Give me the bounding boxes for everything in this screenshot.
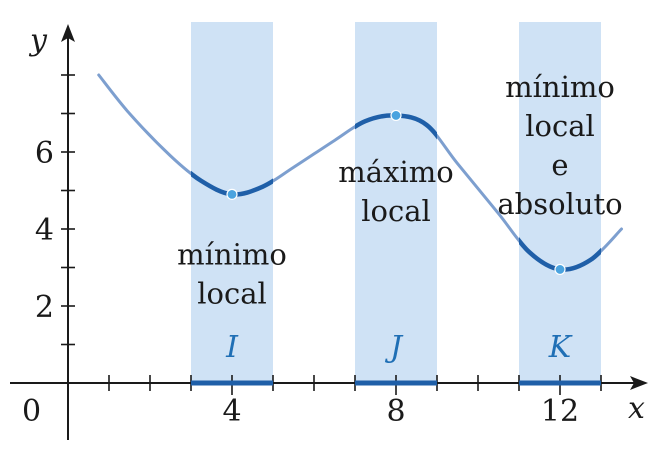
- interval-label-K: K: [548, 330, 573, 365]
- y-tick-label-2: 2: [35, 290, 54, 325]
- function-curve: [97, 73, 623, 272]
- y-tick-label-4: 4: [35, 213, 54, 248]
- interval-band-J: [355, 22, 437, 383]
- y-axis-arrow: [61, 24, 75, 42]
- interval-band-I: [191, 22, 273, 383]
- extremum-point-max: [390, 109, 402, 122]
- annotation-2-line-3: absoluto: [497, 187, 622, 221]
- annotation-1-line-0: máximo: [338, 155, 453, 189]
- interval-bands: [191, 22, 601, 383]
- x-tick-label-8: 8: [386, 394, 405, 429]
- extremum-point-min: [226, 188, 238, 200]
- annotation-0-line-0: mínimo: [177, 238, 287, 272]
- annotation-1-line-1: local: [361, 194, 431, 228]
- extremum-point-min: [554, 263, 566, 276]
- x-tick-label-4: 4: [222, 394, 241, 429]
- origin-label: 0: [22, 394, 41, 429]
- annotation-2-line-1: local: [525, 109, 595, 143]
- x-tick-label-12: 12: [541, 394, 579, 429]
- y-axis-label: y: [28, 23, 48, 58]
- annotation-2-line-2: e: [551, 148, 568, 182]
- x-axis-label: x: [628, 391, 645, 426]
- interval-label-I: I: [225, 330, 239, 365]
- interval-band-K: [519, 22, 601, 383]
- x-axis-arrow: [630, 376, 648, 390]
- curve-highlight-K: [519, 237, 601, 272]
- curve-highlight-I: [191, 170, 273, 197]
- y-tick-label-6: 6: [35, 136, 54, 171]
- annotation-0-line-1: local: [197, 277, 267, 311]
- extrema-points: [226, 109, 566, 276]
- curve-highlight-J: [355, 113, 437, 140]
- annotation-2-line-0: mínimo: [505, 70, 615, 104]
